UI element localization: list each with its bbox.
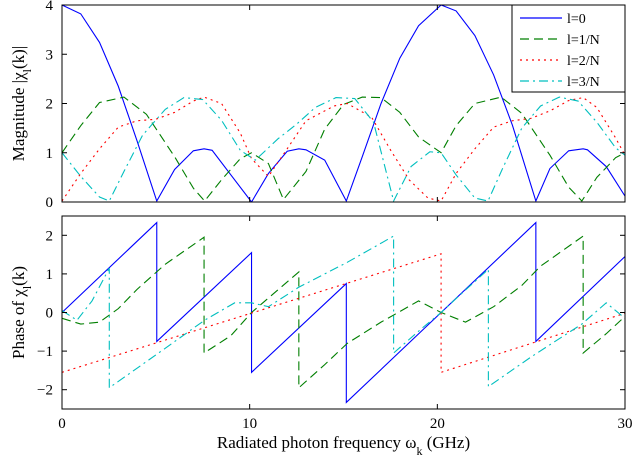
phase-y-tick-label: 2	[46, 228, 54, 244]
phase-y-tick-label: 0	[46, 306, 54, 322]
legend-label-l1: l=1/N	[567, 33, 600, 48]
legend-label-l2: l=2/N	[567, 54, 600, 69]
magnitude-y-tick-label: 1	[46, 146, 54, 162]
x-axis-label: Radiated photon frequency ωk (GHz)	[217, 433, 470, 458]
magnitude-y-tick-label: 2	[46, 97, 54, 113]
x-tick-label: 10	[242, 416, 257, 432]
legend-box	[511, 4, 626, 93]
phase-panel: 0 10 20 30 −2 −1 0 1 2 Phase of χl(k) Radiated pho…	[9, 215, 633, 458]
phase-series-l0-line	[62, 221, 625, 404]
phase-y-tick-label: −1	[37, 344, 53, 360]
phase-y-tick-label: −2	[37, 383, 53, 399]
magnitude-y-axis-label: Magnitude |χl(k)|	[9, 46, 34, 161]
phase-series-group	[62, 221, 625, 404]
legend: l=0 l=1/N l=2/N l=3/N	[511, 4, 626, 93]
phase-series-l1-line	[62, 235, 625, 389]
x-tick-label: 30	[618, 416, 633, 432]
legend-label-l0: l=0	[567, 12, 586, 27]
magnitude-series-l0-line	[62, 5, 625, 202]
phase-series-l3-line	[62, 235, 625, 389]
magnitude-series-group	[62, 5, 625, 202]
magnitude-series-l1-line	[62, 96, 625, 202]
phase-y-tick-label: 1	[46, 267, 54, 283]
phase-y-axis-label: Phase of χl(k)	[9, 266, 34, 359]
x-tick-label: 20	[430, 416, 445, 432]
phase-series-l2-line	[62, 253, 625, 374]
phase-plot-frame	[61, 215, 626, 410]
x-tick-label: 0	[58, 416, 66, 432]
magnitude-y-tick-label: 3	[46, 47, 54, 63]
magnitude-series-l3-line	[62, 96, 625, 202]
magnitude-series-l2-line	[62, 96, 625, 202]
legend-label-l3: l=3/N	[567, 75, 600, 90]
magnitude-y-tick-label: 4	[46, 0, 54, 14]
magnitude-y-tick-label: 0	[46, 195, 54, 211]
